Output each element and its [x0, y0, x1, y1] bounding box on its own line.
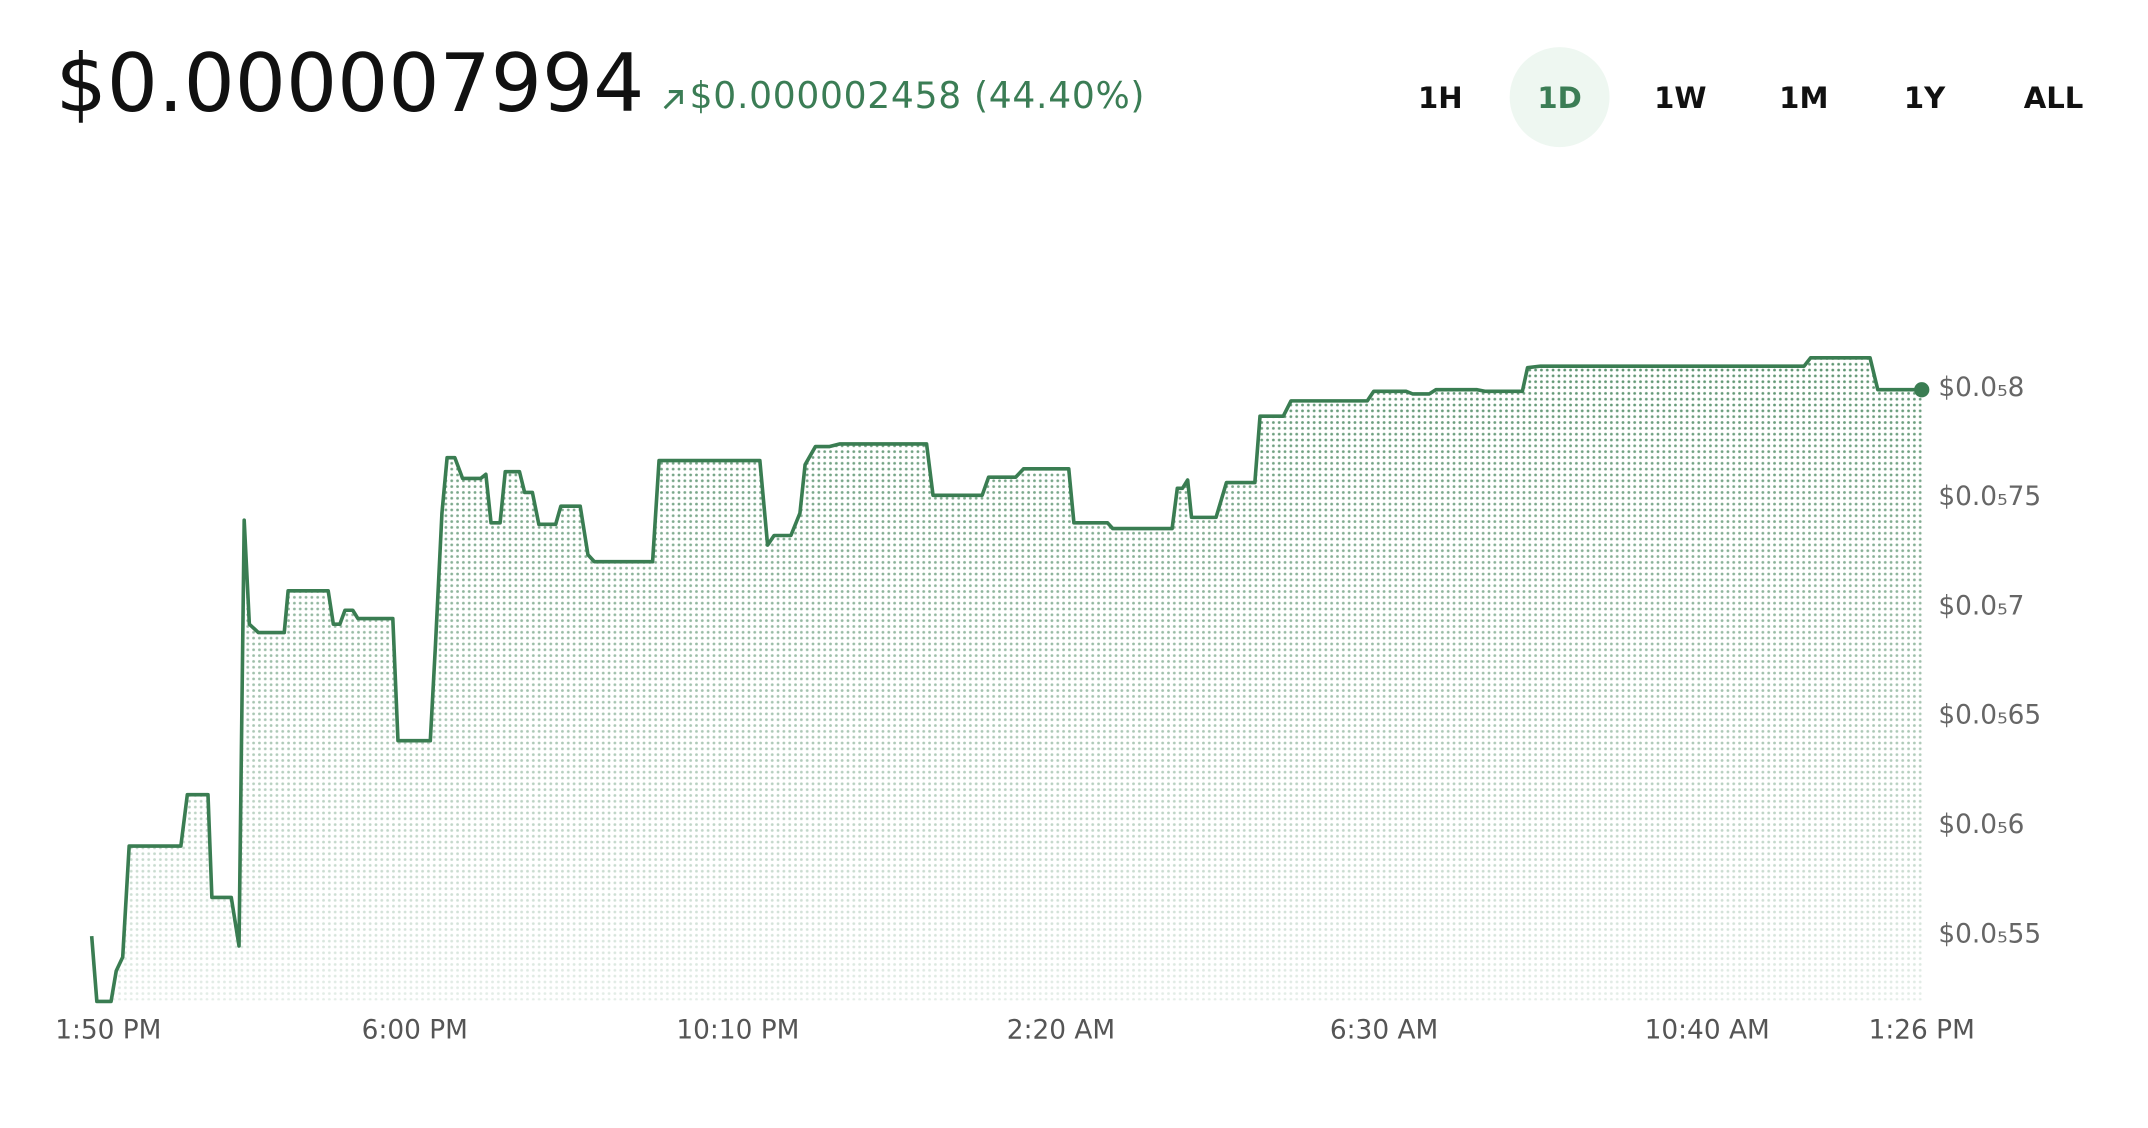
range-label: ALL [2024, 81, 2084, 115]
x-tick-label: 10:40 AM [1645, 1015, 1770, 1045]
y-tick-label: $0.0₅65 [1938, 701, 2041, 731]
x-tick-label: 2:20 AM [1007, 1015, 1115, 1045]
y-tick-label: $0.0₅55 [1938, 919, 2041, 949]
price: $0.000007994 [56, 36, 645, 130]
price-line [89, 356, 1922, 1004]
range-button[interactable]: 1Y [1904, 81, 1946, 115]
x-tick-label: 10:10 PM [676, 1015, 799, 1045]
range-label: 1D [1537, 81, 1581, 115]
x-tick-label: 6:00 PM [362, 1015, 468, 1045]
price-change: $0.000002458 (44.40%) [690, 75, 1146, 117]
x-tick-label: 6:30 AM [1330, 1015, 1438, 1045]
area-fill [91, 357, 1922, 1002]
range-button[interactable]: 1M [1779, 81, 1828, 115]
x-tick-label: 1:50 PM [55, 1015, 161, 1045]
y-tick-label: $0.0₅75 [1938, 482, 2041, 512]
range-button[interactable]: ALL [2024, 81, 2084, 115]
range-selector: 1H 1D 1W 1M 1Y ALL [1418, 47, 2084, 148]
y-tick-label: $0.0₅7 [1938, 591, 2024, 621]
last-price-dot [1914, 382, 1930, 398]
range-button[interactable]: 1D [1509, 47, 1610, 148]
range-label: 1H [1418, 81, 1463, 115]
y-tick-label: $0.0₅6 [1938, 810, 2024, 840]
range-label: 1Y [1904, 81, 1946, 115]
range-label: 1W [1654, 81, 1706, 115]
x-tick-label: 1:26 PM [1869, 1015, 1975, 1045]
range-button[interactable]: 1H [1418, 81, 1463, 115]
range-label: 1M [1779, 81, 1828, 115]
up-arrow-icon [663, 90, 683, 110]
range-button[interactable]: 1W [1654, 81, 1706, 115]
range-highlight [1509, 47, 1610, 148]
plot: $0.0₅55 $0.0₅6 $0.0₅65 $0.0₅7 $0.0₅75 $0.0₅8 1… [55, 356, 2041, 1045]
y-tick-label: $0.0₅8 [1938, 373, 2024, 403]
